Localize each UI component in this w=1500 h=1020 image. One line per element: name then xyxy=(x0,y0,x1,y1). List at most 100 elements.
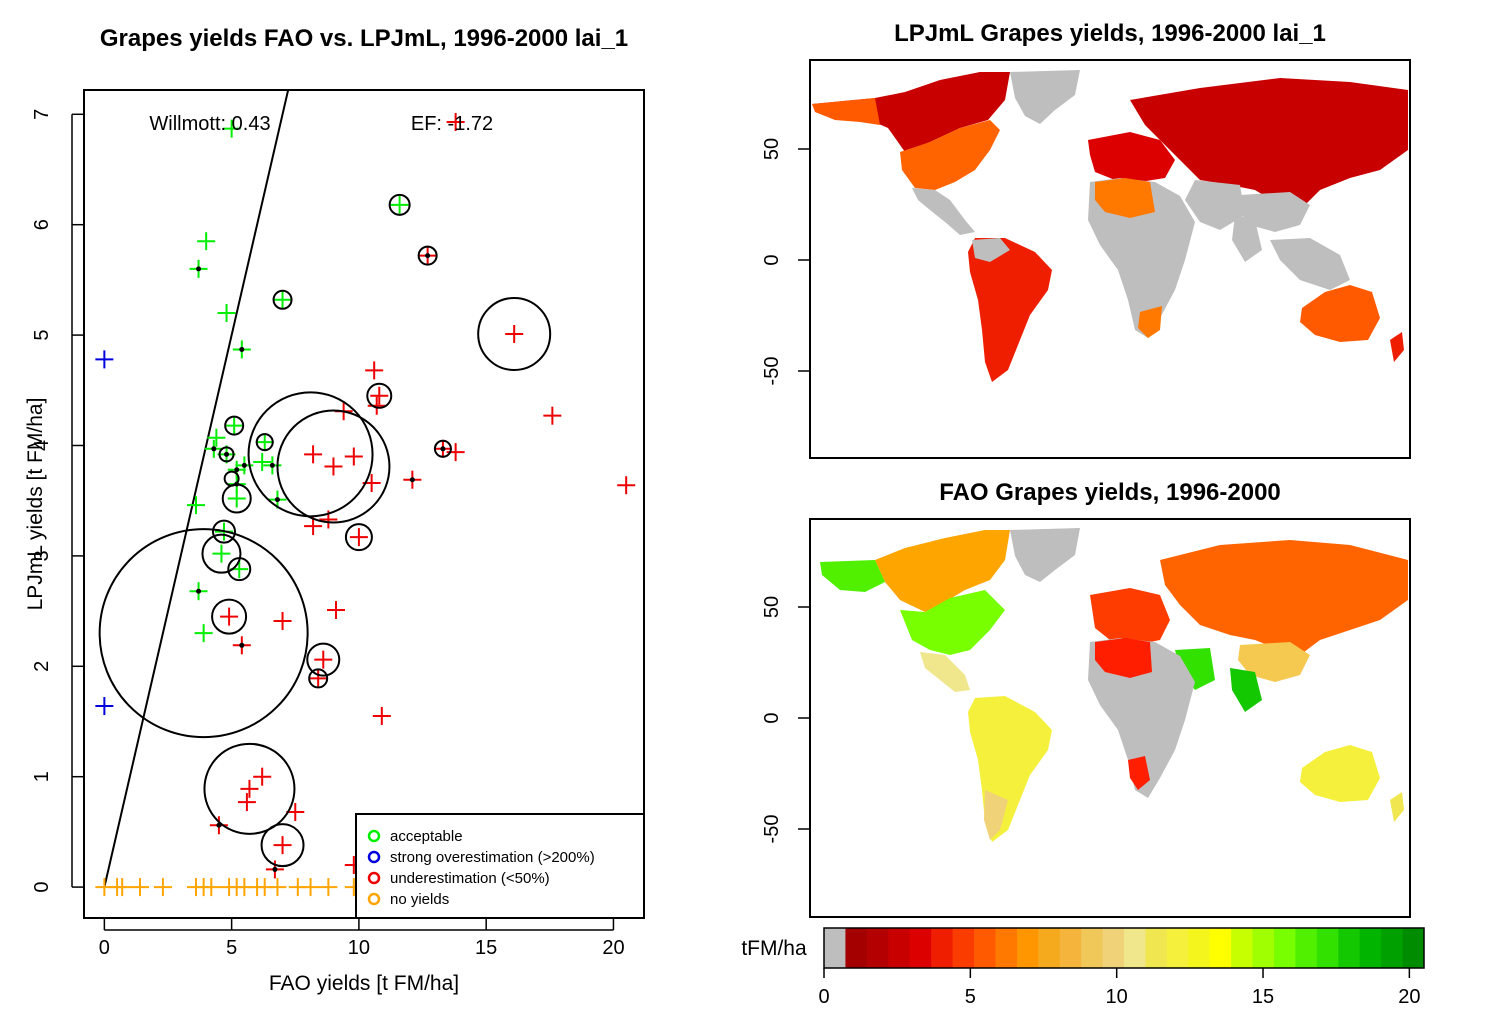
colorbar-swatch xyxy=(995,928,1018,968)
scatter-point xyxy=(197,232,216,251)
scatter-point xyxy=(286,803,305,822)
region-argentina-fao xyxy=(984,790,1008,840)
region-south-america xyxy=(968,238,1052,382)
scatter-point xyxy=(220,607,239,626)
region-north-africa-fao xyxy=(1095,638,1152,678)
bottom-map-title: FAO Grapes yields, 1996-2000 xyxy=(939,479,1281,506)
scatter-point xyxy=(349,528,368,547)
scatter-point xyxy=(194,624,213,643)
region-north-africa xyxy=(1095,178,1155,218)
scatter-point xyxy=(446,113,465,132)
region-russia-fao xyxy=(1160,540,1408,655)
colorbar: 0 5 10 15 20 xyxy=(818,927,1425,1008)
y-tick-label: 4 xyxy=(31,440,53,451)
top-map-frame xyxy=(809,59,1411,459)
scatter-center-dot xyxy=(239,642,245,648)
scatter-size-ring xyxy=(477,296,552,371)
scatter-frame xyxy=(83,89,645,919)
scatter-center-dot xyxy=(234,467,240,473)
scatter-point xyxy=(237,793,256,812)
colorbar-tick-label: 20 xyxy=(1398,986,1420,1008)
colorbar-tick-label: 10 xyxy=(1106,986,1128,1008)
scatter-center-dot xyxy=(239,346,245,352)
region-south-africa-fao xyxy=(1128,756,1150,790)
region-australia xyxy=(1300,285,1380,342)
scatter-point xyxy=(273,836,292,855)
scatter-point xyxy=(253,767,272,786)
region-central-america xyxy=(912,188,975,235)
colorbar-swatch xyxy=(1145,928,1168,968)
scatter-plot-area xyxy=(95,90,636,897)
region-venezuela xyxy=(972,238,1010,262)
scatter-point xyxy=(327,600,345,619)
region-europe-fao xyxy=(1090,588,1170,645)
region-africa-fao xyxy=(1088,638,1195,798)
scatter-center-dot xyxy=(269,462,275,468)
region-india xyxy=(1232,215,1262,262)
scatter-point xyxy=(273,290,292,309)
scatter-point xyxy=(113,878,132,897)
scatter-size-ring xyxy=(227,557,252,582)
top-map-ytick-50: 50 xyxy=(761,138,783,160)
region-india-fao xyxy=(1230,668,1262,712)
scatter-point xyxy=(222,119,241,138)
legend-marker xyxy=(367,829,381,843)
legend-marker xyxy=(367,892,381,906)
scatter-size-ring xyxy=(272,289,293,310)
scatter-point xyxy=(225,416,244,435)
colorbar-swatch xyxy=(1102,928,1125,968)
scatter-point xyxy=(319,878,338,897)
scatter-point xyxy=(212,544,231,563)
colorbar-label: tFM/ha xyxy=(741,937,807,960)
y-tick-label: 0 xyxy=(31,882,53,893)
scatter-point xyxy=(217,304,236,323)
legend-marker xyxy=(367,850,381,864)
region-usa xyxy=(900,120,1000,190)
legend-label: no yields xyxy=(390,891,449,908)
top-map-ytick-minus50: -50 xyxy=(761,357,783,386)
region-usa-fao xyxy=(900,590,1005,655)
scatter-center-dot xyxy=(211,446,217,452)
scatter-size-ring xyxy=(247,391,374,518)
bottom-map-ytick-0: 0 xyxy=(761,712,783,723)
scatter-point xyxy=(187,496,205,515)
scatter-title: Grapes yields FAO vs. LPJmL, 1996-2000 l… xyxy=(100,25,628,52)
scatter-size-ring xyxy=(344,523,373,552)
x-tick-label: 10 xyxy=(348,937,370,959)
scatter-size-ring xyxy=(366,382,393,409)
region-alaska xyxy=(812,98,880,125)
scatter-center-dot xyxy=(224,451,230,457)
scatter-point xyxy=(227,489,246,508)
scatter-size-ring xyxy=(98,528,309,739)
colorbar-swatch xyxy=(1231,928,1254,968)
colorbar-swatch xyxy=(1038,928,1061,968)
scatter-size-ring xyxy=(417,245,438,266)
colorbar-swatch xyxy=(888,928,911,968)
region-greenland-fao xyxy=(1010,528,1080,582)
scatter-axes: 0 5 10 15 20 0 1 2 3 4 5 6 7 xyxy=(31,109,625,959)
scatter-size-ring xyxy=(211,598,248,635)
scatter-point xyxy=(268,878,287,897)
colorbar-swatch xyxy=(1381,928,1404,968)
scatter-point xyxy=(309,669,328,688)
bottom-map-ytick-50: 50 xyxy=(761,596,783,618)
region-africa xyxy=(1088,178,1195,338)
legend-label: underestimation (<50%) xyxy=(390,870,550,887)
scatter-point xyxy=(301,878,320,897)
top-map-title: LPJmL Grapes yields, 1996-2000 lai_1 xyxy=(894,20,1326,47)
region-europe xyxy=(1088,132,1175,182)
scatter-center-dot xyxy=(272,866,278,872)
bottom-map-y-axis: 50 0 -50 xyxy=(761,596,810,843)
scatter-point xyxy=(344,447,363,466)
region-new-zealand xyxy=(1390,332,1404,362)
scatter-point xyxy=(314,650,333,669)
colorbar-swatch xyxy=(1295,928,1318,968)
colorbar-swatch xyxy=(1338,928,1361,968)
one-to-one-line xyxy=(103,90,290,888)
x-tick-label: 15 xyxy=(475,937,497,959)
scatter-center-dot xyxy=(196,266,202,272)
scatter-center-dot xyxy=(234,481,240,487)
colorbar-swatch xyxy=(1016,928,1039,968)
region-china xyxy=(1238,192,1310,232)
